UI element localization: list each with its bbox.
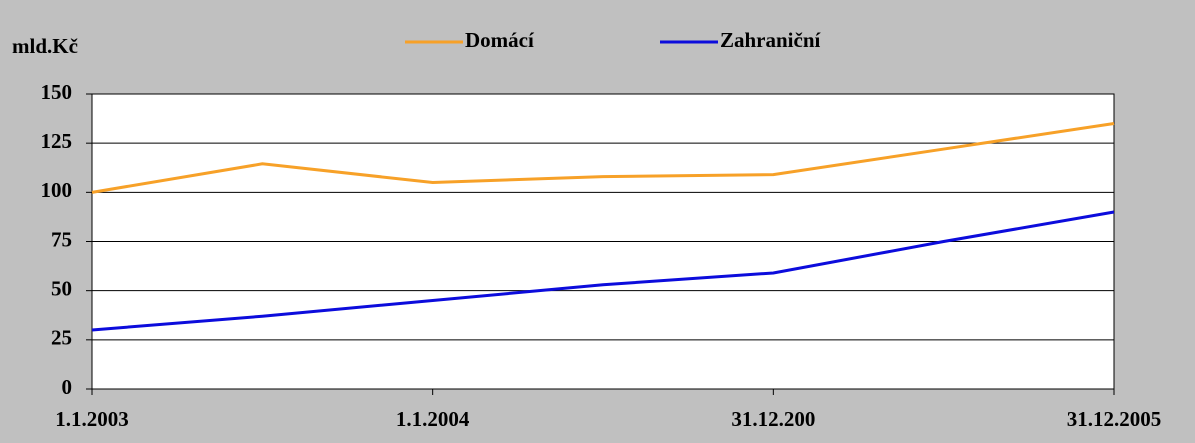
y-axis-label: mld.Kč bbox=[12, 34, 78, 58]
y-tick-label: 150 bbox=[41, 80, 73, 104]
y-tick-label: 75 bbox=[51, 227, 72, 251]
y-tick-label: 0 bbox=[62, 375, 73, 399]
x-tick-label: 31.12.200 bbox=[731, 407, 815, 431]
y-tick-label: 100 bbox=[41, 178, 73, 202]
legend-label: Zahraniční bbox=[720, 28, 822, 52]
x-tick-label: 1.1.2004 bbox=[396, 407, 470, 431]
x-tick-label: 31.12.2005 bbox=[1067, 407, 1162, 431]
series-line bbox=[91, 122, 1115, 194]
series-line bbox=[91, 210, 1115, 332]
y-tick-label: 25 bbox=[51, 326, 72, 350]
x-tick-label: 1.1.2003 bbox=[55, 407, 129, 431]
y-tick-label: 125 bbox=[41, 129, 73, 153]
y-tick-label: 50 bbox=[51, 276, 72, 300]
legend-label: Domácí bbox=[465, 28, 535, 52]
